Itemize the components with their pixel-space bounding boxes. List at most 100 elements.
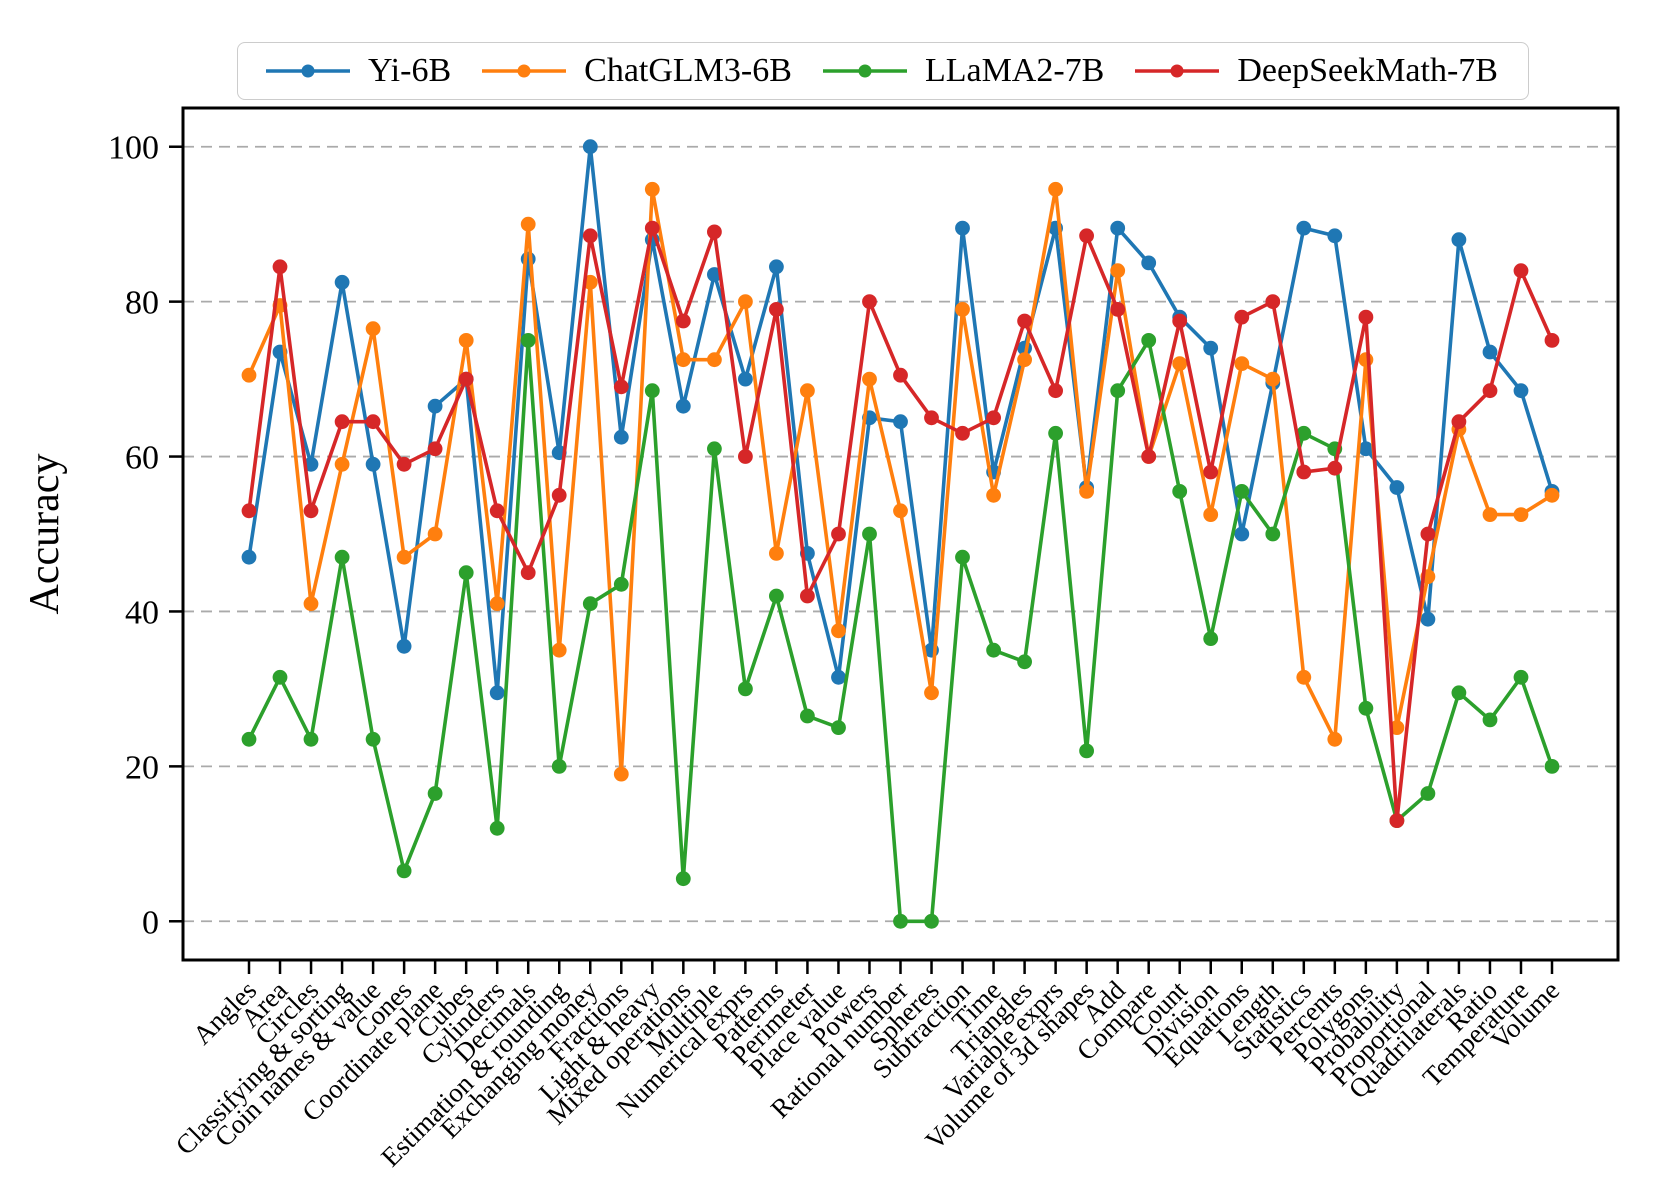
- data-point-LLaMA2-7B-Angles: [241, 731, 257, 747]
- data-point-Yi-6B-Mixed operations: [675, 398, 691, 414]
- data-point-LLaMA2-7B-Fractions: [613, 576, 629, 592]
- data-point-DeepSeekMath-7B-Decimals: [520, 565, 536, 581]
- data-point-Yi-6B-Polygons: [1358, 441, 1374, 457]
- data-point-Yi-6B-Classifying & sorting: [334, 274, 350, 290]
- data-point-LLaMA2-7B-Ratio: [1482, 712, 1498, 728]
- data-point-Yi-6B-Cones: [396, 638, 412, 654]
- data-point-Yi-6B-Division: [1203, 340, 1219, 356]
- data-point-ChatGLM3-6B-Time: [986, 487, 1001, 503]
- data-point-ChatGLM3-6B-Statistics: [1296, 669, 1312, 685]
- data-point-ChatGLM3-6B-Triangles: [1017, 352, 1032, 368]
- data-point-DeepSeekMath-7B-Coordinate plane: [427, 441, 443, 457]
- y-axis-title: Accuracy: [22, 454, 68, 615]
- data-point-ChatGLM3-6B-Subtraction: [955, 302, 970, 317]
- data-point-ChatGLM3-6B-Light & heavy: [644, 181, 660, 197]
- data-point-ChatGLM3-6B-Spheres: [924, 685, 939, 701]
- data-point-LLaMA2-7B-Temperature: [1513, 669, 1529, 685]
- data-point-DeepSeekMath-7B-Coin names & value: [365, 414, 381, 430]
- data-point-Yi-6B-Angles: [241, 549, 257, 565]
- data-point-LLaMA2-7B-Add: [1110, 383, 1126, 399]
- data-point-ChatGLM3-6B-Cones: [396, 549, 412, 565]
- data-point-LLaMA2-7B-Length: [1265, 526, 1281, 542]
- legend-item-Yi-6B: Yi-6B: [264, 52, 451, 90]
- data-point-LLaMA2-7B-Coordinate plane: [427, 786, 443, 801]
- data-point-LLaMA2-7B-Rational number: [893, 913, 908, 929]
- data-point-ChatGLM3-6B-Powers: [862, 371, 877, 387]
- legend-item-DeepSeekMath-7B: DeepSeekMath-7B: [1133, 52, 1498, 90]
- data-point-DeepSeekMath-7B-Time: [986, 410, 1001, 426]
- data-point-DeepSeekMath-7B-Area: [272, 259, 288, 275]
- legend-label: LLaMA2-7B: [924, 52, 1105, 89]
- legend-swatch-icon: [482, 64, 567, 78]
- data-point-DeepSeekMath-7B-Classifying & sorting: [334, 414, 350, 430]
- data-point-DeepSeekMath-7B-Perimeter: [800, 588, 815, 604]
- data-point-ChatGLM3-6B-Cubes: [458, 333, 474, 348]
- data-point-LLaMA2-7B-Time: [986, 642, 1001, 658]
- data-point-LLaMA2-7B-Light & heavy: [644, 383, 660, 399]
- data-point-DeepSeekMath-7B-Add: [1110, 302, 1126, 317]
- data-point-Yi-6B-Quadrilaterals: [1451, 232, 1467, 248]
- data-point-Yi-6B-Temperature: [1513, 383, 1529, 399]
- data-point-LLaMA2-7B-Numerical exprs: [738, 681, 753, 697]
- data-point-LLaMA2-7B-Quadrilaterals: [1451, 685, 1467, 701]
- data-point-LLaMA2-7B-Area: [272, 669, 288, 685]
- data-point-LLaMA2-7B-Perimeter: [800, 708, 815, 724]
- data-point-LLaMA2-7B-Proportional: [1420, 786, 1436, 801]
- data-point-ChatGLM3-6B-Count: [1172, 356, 1188, 371]
- data-point-LLaMA2-7B-Classifying & sorting: [334, 549, 350, 565]
- data-point-LLaMA2-7B-Circles: [303, 731, 319, 747]
- data-point-ChatGLM3-6B-Mixed operations: [675, 352, 691, 368]
- data-point-LLaMA2-7B-Volume of 3d shapes: [1079, 743, 1094, 759]
- data-point-Yi-6B-Place value: [831, 669, 846, 685]
- data-point-ChatGLM3-6B-Coin names & value: [365, 321, 381, 337]
- data-point-ChatGLM3-6B-Variable exprs: [1048, 181, 1063, 197]
- legend-swatch-icon: [266, 64, 350, 78]
- data-point-ChatGLM3-6B-Length: [1265, 371, 1281, 387]
- data-point-DeepSeekMath-7B-Spheres: [924, 410, 939, 426]
- data-point-DeepSeekMath-7B-Temperature: [1513, 263, 1529, 279]
- data-point-DeepSeekMath-7B-Length: [1265, 294, 1281, 309]
- data-point-Yi-6B-Equations: [1234, 526, 1250, 542]
- data-point-Yi-6B-Add: [1110, 220, 1126, 236]
- data-point-ChatGLM3-6B-Classifying & sorting: [334, 456, 350, 472]
- legend-swatch-icon: [822, 64, 907, 78]
- chart-legend: Yi-6B ChatGLM3-6B LLaMA2-7B DeepSeekMath-7B: [237, 42, 1529, 100]
- data-point-ChatGLM3-6B-Percents: [1327, 731, 1343, 747]
- data-point-DeepSeekMath-7B-Percents: [1327, 460, 1343, 476]
- data-point-DeepSeekMath-7B-Ratio: [1482, 383, 1498, 399]
- data-point-Yi-6B-Probability: [1389, 480, 1405, 495]
- data-point-LLaMA2-7B-Variable exprs: [1048, 425, 1063, 441]
- legend-item-ChatGLM3-6B: ChatGLM3-6B: [480, 52, 792, 90]
- data-point-Yi-6B-Ratio: [1482, 344, 1498, 360]
- data-point-DeepSeekMath-7B-Cubes: [458, 371, 474, 387]
- data-point-ChatGLM3-6B-Division: [1203, 507, 1219, 522]
- data-point-DeepSeekMath-7B-Circles: [303, 503, 319, 519]
- data-point-LLaMA2-7B-Cylinders: [489, 820, 505, 836]
- data-point-ChatGLM3-6B-Equations: [1234, 356, 1250, 371]
- data-point-ChatGLM3-6B-Perimeter: [800, 383, 815, 399]
- data-point-LLaMA2-7B-Spheres: [924, 913, 939, 929]
- data-point-ChatGLM3-6B-Estimation & rounding: [551, 642, 567, 658]
- data-point-DeepSeekMath-7B-Probability: [1389, 813, 1405, 828]
- data-point-Yi-6B-Patterns: [769, 259, 784, 275]
- data-point-ChatGLM3-6B-Angles: [241, 367, 257, 383]
- data-point-Yi-6B-Fractions: [613, 429, 629, 445]
- data-point-DeepSeekMath-7B-Estimation & rounding: [551, 487, 567, 503]
- data-point-DeepSeekMath-7B-Equations: [1234, 309, 1250, 325]
- data-point-LLaMA2-7B-Multiple: [707, 441, 722, 457]
- data-point-Yi-6B-Exchanging money: [582, 139, 598, 155]
- data-point-LLaMA2-7B-Powers: [862, 526, 877, 542]
- data-point-DeepSeekMath-7B-Powers: [862, 294, 877, 309]
- data-point-ChatGLM3-6B-Volume: [1544, 487, 1560, 503]
- data-point-LLaMA2-7B-Triangles: [1017, 654, 1032, 670]
- data-point-DeepSeekMath-7B-Cylinders: [489, 503, 505, 519]
- data-point-LLaMA2-7B-Cones: [396, 863, 412, 879]
- legend-swatch-icon: [1135, 64, 1220, 78]
- y-tick-label: 20: [125, 749, 159, 786]
- data-point-LLaMA2-7B-Mixed operations: [675, 871, 691, 887]
- data-point-DeepSeekMath-7B-Multiple: [707, 224, 722, 240]
- series-line-ChatGLM3-6B: [247, 187, 1554, 776]
- data-point-DeepSeekMath-7B-Numerical exprs: [738, 449, 753, 464]
- data-point-LLaMA2-7B-Count: [1172, 484, 1188, 499]
